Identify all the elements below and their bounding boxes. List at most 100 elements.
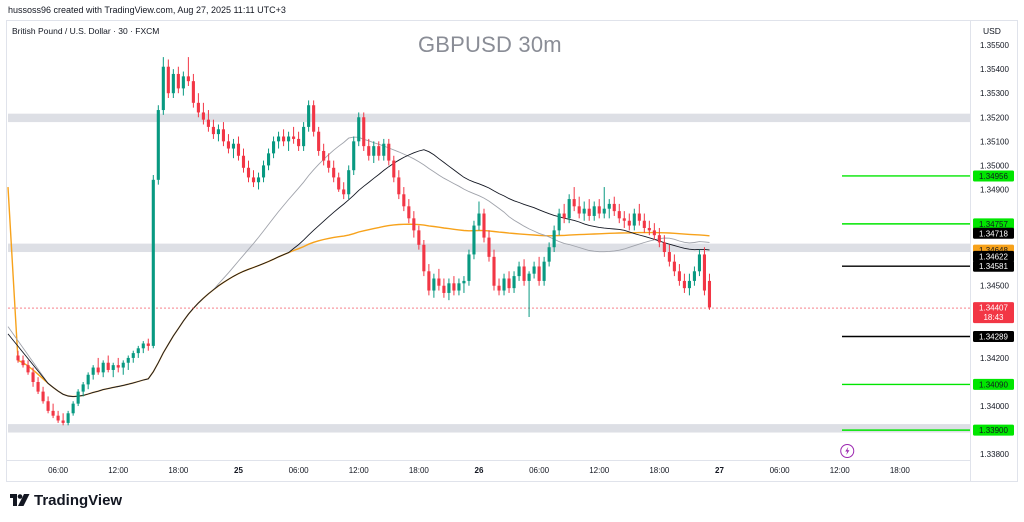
candle-body-up	[151, 179, 155, 346]
candle-body-up	[181, 76, 185, 89]
candle-body-up	[357, 117, 361, 142]
candle-body-down	[402, 194, 406, 207]
candle-body-up	[302, 126, 306, 147]
currency-label[interactable]: USD	[983, 26, 1001, 36]
x-tick-label: 06:00	[289, 466, 310, 475]
candle-body-up	[602, 208, 606, 214]
x-tick-label: 06:00	[529, 466, 550, 475]
candle-body-down	[332, 167, 336, 178]
level-label-bg-green	[973, 170, 1014, 182]
candle-body-down	[537, 266, 541, 281]
candle-body-down	[577, 206, 581, 214]
candle-body-up	[66, 413, 70, 423]
candle-body-up	[91, 367, 95, 375]
candle-body-up	[101, 362, 105, 373]
symbol-label[interactable]: British Pound / U.S. Dollar · 30 · FXCM	[12, 26, 160, 36]
candle-body-up	[111, 365, 115, 370]
candle-body-down	[327, 160, 331, 168]
y-tick-label: 1.35300	[980, 89, 1009, 98]
candle-body-down	[522, 266, 526, 281]
candle-body-down	[21, 360, 25, 366]
candle-body-down	[16, 355, 20, 361]
level-price-label: 1.34718	[979, 229, 1008, 238]
candle-body-up	[517, 266, 521, 277]
x-tick-label: 26	[475, 466, 484, 475]
level-label-bg-black	[973, 331, 1014, 343]
candle-body-down	[362, 117, 366, 147]
candle-body-up	[592, 206, 596, 216]
candle-body-up	[287, 136, 291, 142]
candle-body-down	[292, 136, 296, 139]
y-tick-label: 1.35500	[980, 41, 1009, 50]
price-axis-divider	[970, 20, 971, 482]
level-label-bg-black	[973, 260, 1014, 272]
candle-body-down	[412, 218, 416, 231]
candle-body-up	[261, 165, 266, 178]
candle-body-up	[136, 348, 140, 354]
candle-body-down	[377, 146, 381, 156]
candle-body-up	[697, 254, 701, 272]
x-tick-label: 06:00	[770, 466, 791, 475]
level-price-label: 1.34648	[979, 246, 1008, 255]
candle-body-down	[317, 131, 321, 151]
candle-body-down	[617, 211, 621, 219]
level-price-label: 1.34090	[979, 380, 1008, 389]
tradingview-logo[interactable]: TradingView	[10, 490, 122, 510]
candle-body-down	[56, 415, 60, 421]
candle-body-down	[106, 362, 110, 370]
candle-body-down	[427, 271, 431, 291]
candle-body-up	[161, 66, 165, 111]
level-label-bg-green	[973, 424, 1014, 436]
candle-body-down	[507, 278, 511, 289]
candle-body-down	[487, 237, 491, 257]
level-label-bg-green	[973, 378, 1014, 390]
candle-body-up	[512, 276, 516, 289]
candle-body-down	[662, 242, 666, 253]
candle-body-down	[201, 112, 205, 120]
candle-body-up	[432, 278, 436, 291]
candle-body-down	[622, 218, 626, 221]
candle-body-up	[607, 203, 611, 209]
x-tick-label: 18:00	[890, 466, 911, 475]
candle-body-down	[297, 138, 301, 147]
candle-body-down	[637, 213, 641, 221]
candle-body-down	[282, 136, 286, 142]
level-label-bg-green	[973, 218, 1014, 230]
supply-demand-zone	[8, 113, 970, 123]
candle-body-down	[417, 230, 421, 245]
candle-body-down	[452, 283, 456, 291]
candle-body-up	[121, 362, 125, 368]
y-tick-label: 1.34000	[980, 402, 1009, 411]
level-price-label: 1.34956	[979, 172, 1008, 181]
y-tick-label: 1.35000	[980, 161, 1009, 170]
chart-title: GBPUSD 30m	[418, 32, 562, 57]
x-tick-label: 12:00	[830, 466, 851, 475]
candle-body-down	[41, 391, 45, 402]
candle-body-up	[71, 403, 75, 414]
candle-body-up	[567, 199, 571, 219]
candle-body-down	[387, 143, 391, 161]
level-price-label: 1.34289	[979, 333, 1008, 342]
candle-body-down	[587, 208, 591, 216]
bar-countdown-label: 18:43	[983, 313, 1004, 322]
tradingview-logo-text: TradingView	[34, 491, 123, 509]
candle-body-down	[492, 256, 496, 286]
candle-body-down	[96, 367, 100, 373]
candle-body-down	[642, 220, 646, 228]
candle-body-up	[502, 278, 506, 291]
candle-body-down	[682, 280, 686, 289]
level-label-bg-black	[973, 227, 1014, 239]
candle-body-up	[231, 143, 236, 149]
candle-body-down	[437, 278, 441, 286]
candle-body-down	[652, 230, 656, 236]
x-tick-label: 27	[715, 466, 724, 475]
candle-body-down	[702, 254, 707, 291]
y-tick-label: 1.34900	[980, 185, 1009, 194]
candle-body-down	[397, 177, 401, 195]
lightning-icon	[845, 447, 850, 455]
candle-body-down	[572, 199, 576, 207]
candle-body-down	[497, 285, 501, 291]
candle-body-down	[246, 167, 251, 178]
x-tick-label: 12:00	[108, 466, 129, 475]
